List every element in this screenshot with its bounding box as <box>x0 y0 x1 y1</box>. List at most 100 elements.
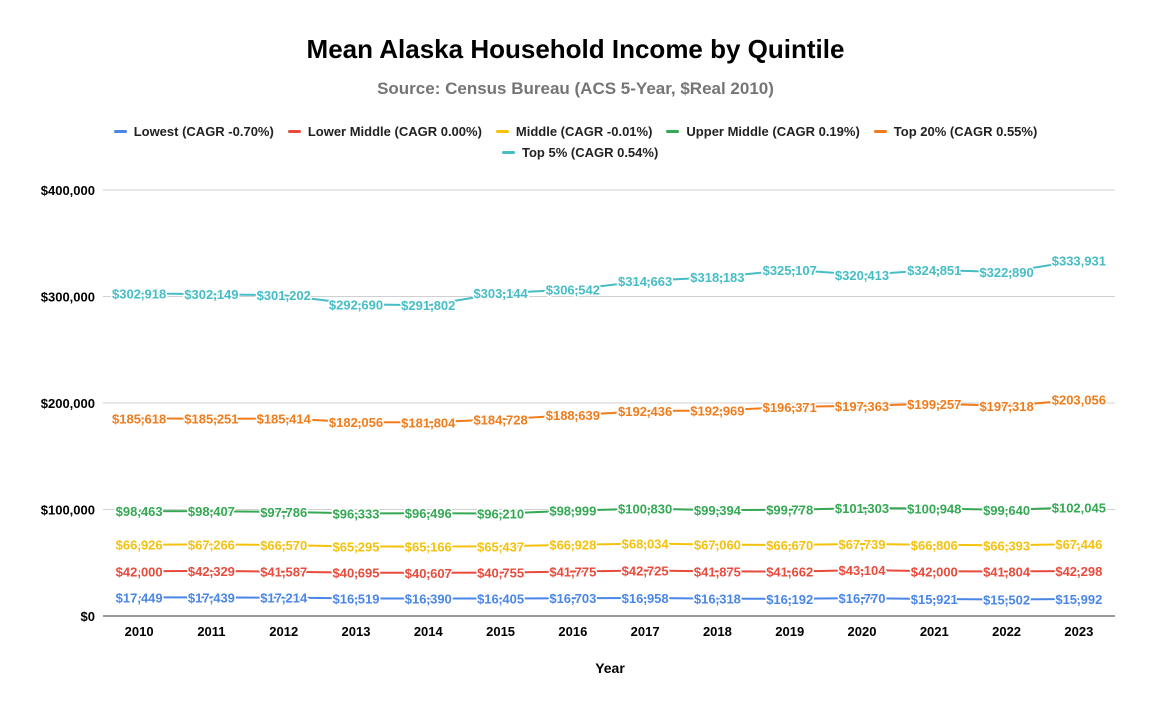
data-label: $99,394 <box>694 503 742 518</box>
legend-item-middle[interactable]: Middle (CAGR -0.01%) <box>495 124 653 139</box>
data-label: $185,251 <box>184 412 238 427</box>
series-lines <box>139 259 1080 601</box>
data-label: $197,318 <box>979 399 1033 414</box>
data-label: $15,992 <box>1055 592 1102 607</box>
data-label: $96,333 <box>333 506 380 521</box>
data-label: $292,690 <box>329 297 383 312</box>
data-label: $314,663 <box>618 274 672 289</box>
data-label: $192,436 <box>618 404 672 419</box>
data-label: $15,921 <box>911 592 958 607</box>
data-label: $42,000 <box>116 564 163 579</box>
data-label: $303,144 <box>473 286 528 301</box>
legend-item-lowest[interactable]: Lowest (CAGR -0.70%) <box>113 124 274 139</box>
data-label: $66,806 <box>911 538 958 553</box>
legend-swatch-top-5 <box>502 151 515 154</box>
data-label: $42,000 <box>911 564 958 579</box>
legend-swatch-upper-middle <box>666 130 680 133</box>
data-label: $42,329 <box>188 564 235 579</box>
data-label: $185,414 <box>257 412 312 427</box>
data-label: $196,371 <box>763 400 817 415</box>
data-label: $101,303 <box>835 501 889 516</box>
x-axis-ticks: 2010 2011 2012 2013 2014 2015 2016 2017 2018 2019… <box>125 624 1094 639</box>
data-label: $96,210 <box>477 507 524 522</box>
data-label: $99,640 <box>983 503 1030 518</box>
data-label: $42,725 <box>622 563 669 578</box>
legend-item-lower-middle[interactable]: Lower Middle (CAGR 0.00%) <box>287 124 482 139</box>
legend-swatch-lowest <box>113 130 127 133</box>
data-label: $67,266 <box>188 537 235 552</box>
x-tick-label: 2013 <box>342 624 371 639</box>
data-label: $301,202 <box>257 288 311 303</box>
data-label: $302,149 <box>184 287 238 302</box>
data-label: $67,060 <box>694 538 741 553</box>
y-tick-label: $100,000 <box>41 503 95 518</box>
data-label: $65,437 <box>477 539 524 554</box>
legend-swatch-top-20 <box>873 130 887 133</box>
y-tick-label: $300,000 <box>41 290 95 305</box>
legend-label-lower-middle: Lower Middle (CAGR 0.00%) <box>307 124 482 139</box>
data-label: $96,496 <box>405 506 452 521</box>
data-label: $98,463 <box>116 504 163 519</box>
legend-label-middle: Middle (CAGR -0.01%) <box>515 124 653 139</box>
x-tick-label: 2020 <box>848 624 877 639</box>
chart-legend: Lowest (CAGR -0.70%) Lower Middle (CAGR … <box>40 121 1111 163</box>
data-label: $17,439 <box>188 590 235 605</box>
legend-row-2: Top 5% (CAGR 0.54%) <box>40 142 1111 163</box>
y-axis-ticks: $0 $100,000 $200,000 $300,000 $400,000 <box>41 183 95 624</box>
x-tick-label: 2018 <box>703 624 732 639</box>
data-label: $65,166 <box>405 540 452 555</box>
data-label: $184,728 <box>473 412 527 427</box>
data-label: $41,804 <box>983 564 1031 579</box>
data-label: $98,407 <box>188 504 235 519</box>
data-label: $40,755 <box>477 566 524 581</box>
data-label: $40,695 <box>333 566 380 581</box>
data-label: $181,804 <box>401 415 456 430</box>
data-label: $16,192 <box>766 592 813 607</box>
y-tick-label: $200,000 <box>41 396 95 411</box>
data-label: $66,928 <box>549 538 596 553</box>
data-label: $16,770 <box>839 591 886 606</box>
series-line-2 <box>139 542 1079 548</box>
data-label: $333,931 <box>1052 253 1106 268</box>
x-tick-label: 2015 <box>486 624 515 639</box>
legend-label-top-20: Top 20% (CAGR 0.55%) <box>893 124 1038 139</box>
legend-item-upper-middle[interactable]: Upper Middle (CAGR 0.19%) <box>666 124 860 139</box>
data-label: $322,890 <box>979 265 1033 280</box>
legend-swatch-middle <box>495 130 509 133</box>
y-tick-label: $0 <box>81 609 95 624</box>
data-label: $302,918 <box>112 286 166 301</box>
data-label: $67,739 <box>839 537 886 552</box>
legend-item-top-20[interactable]: Top 20% (CAGR 0.55%) <box>873 124 1038 139</box>
y-tick-label: $400,000 <box>41 183 95 198</box>
legend-item-top-5[interactable]: Top 5% (CAGR 0.54%) <box>502 145 658 160</box>
data-label: $68,034 <box>622 537 670 552</box>
data-label: $182,056 <box>329 415 383 430</box>
legend-swatch-lower-middle <box>287 130 301 133</box>
data-label: $16,519 <box>333 591 380 606</box>
data-label: $185,618 <box>112 411 166 426</box>
x-tick-label: 2016 <box>558 624 587 639</box>
x-tick-label: 2010 <box>125 624 154 639</box>
x-tick-label: 2012 <box>269 624 298 639</box>
x-tick-label: 2011 <box>197 624 225 639</box>
x-tick-label: 2017 <box>631 624 660 639</box>
data-label: $306,542 <box>546 283 600 298</box>
data-label: $16,390 <box>405 592 452 607</box>
data-label: $97,786 <box>260 505 307 520</box>
series-line-0 <box>139 596 1079 601</box>
data-label: $66,393 <box>983 538 1030 553</box>
data-label: $41,875 <box>694 564 741 579</box>
x-tick-label: 2019 <box>775 624 804 639</box>
x-axis-title: Year <box>595 660 625 676</box>
series-line-1 <box>139 569 1079 574</box>
data-label: $66,670 <box>766 538 813 553</box>
series-line-3 <box>139 506 1079 515</box>
data-label: $100,830 <box>618 502 672 517</box>
data-label: $16,958 <box>622 591 669 606</box>
data-label: $41,587 <box>260 565 307 580</box>
data-label: $65,295 <box>333 539 380 554</box>
data-label: $17,449 <box>116 590 163 605</box>
data-label: $16,318 <box>694 592 741 607</box>
data-label: $318,183 <box>690 270 744 285</box>
